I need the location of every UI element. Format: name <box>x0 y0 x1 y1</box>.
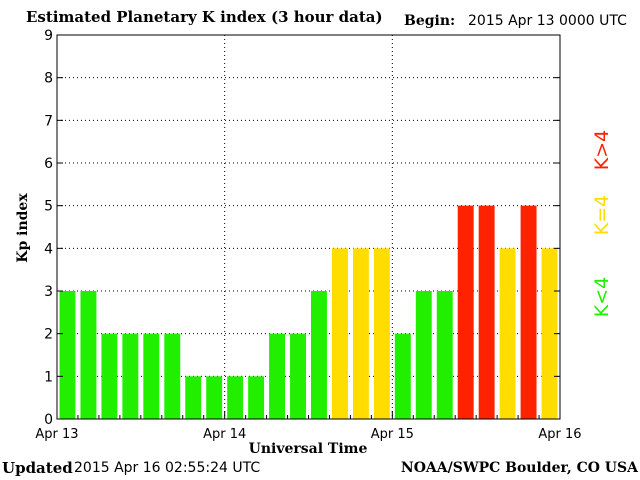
kp-bar <box>457 205 474 419</box>
kp-bar <box>59 291 76 419</box>
y-tick-label: 0 <box>44 412 53 428</box>
x-tick-label: Apr 15 <box>371 427 414 442</box>
kp-bar <box>394 333 411 419</box>
kp-bar <box>143 333 160 419</box>
kp-bar <box>227 376 244 419</box>
legend: K<4 K=4 K>4 <box>591 130 613 317</box>
credit-text: NOAA/SWPC Boulder, CO USA <box>400 460 638 476</box>
y-tick-label: 3 <box>44 284 53 300</box>
chart-title: Estimated Planetary K index (3 hour data… <box>26 8 383 26</box>
kp-bar <box>520 205 537 419</box>
kp-bar <box>415 291 432 419</box>
kp-bar <box>541 248 558 419</box>
y-tick-label: 1 <box>44 369 53 385</box>
y-tick-label: 2 <box>44 327 53 343</box>
bars <box>59 205 558 419</box>
begin-value: 2015 Apr 13 0000 UTC <box>468 13 627 29</box>
begin-label: Begin: <box>404 13 456 29</box>
kp-bar <box>352 248 369 419</box>
kp-bar <box>436 291 453 419</box>
y-tick-label: 9 <box>44 28 53 44</box>
legend-entry: K>4 <box>591 130 613 170</box>
kp-bar <box>122 333 139 419</box>
y-tick-label: 7 <box>44 113 53 129</box>
kp-bar <box>290 333 306 419</box>
kp-bar <box>311 291 327 419</box>
kp-bar <box>331 248 348 419</box>
legend-entry: K<4 <box>591 277 613 317</box>
updated-timestamp: 2015 Apr 16 02:55:24 UTC <box>74 460 261 476</box>
kp-bar <box>206 376 223 419</box>
kp-bar <box>185 376 202 419</box>
legend-entry: K=4 <box>591 195 613 235</box>
kp-bar <box>248 376 265 419</box>
axis-ticks: 0 1 2 3 4 5 6 7 8 9 Apr 13 Apr 14 Apr 15 Apr 16 <box>35 28 581 442</box>
y-axis-title: Kp index <box>15 193 31 263</box>
x-tick-label: Apr 14 <box>203 427 246 442</box>
grid-lines <box>57 35 560 419</box>
updated-label: Updated <box>2 459 73 477</box>
kp-bar <box>499 248 516 419</box>
y-tick-label: 4 <box>44 241 53 257</box>
y-tick-label: 8 <box>44 71 53 87</box>
kp-bar <box>101 333 118 419</box>
x-axis-title: Universal Time <box>249 441 368 457</box>
kp-bar <box>164 333 181 419</box>
kp-bar <box>478 205 495 419</box>
kp-bar <box>373 248 390 419</box>
x-tick-label: Apr 16 <box>538 427 581 442</box>
y-tick-label: 5 <box>44 199 53 215</box>
kp-bar <box>80 291 97 419</box>
kp-bar <box>269 333 286 419</box>
y-tick-label: 6 <box>44 156 53 172</box>
x-tick-label: Apr 13 <box>35 427 78 442</box>
